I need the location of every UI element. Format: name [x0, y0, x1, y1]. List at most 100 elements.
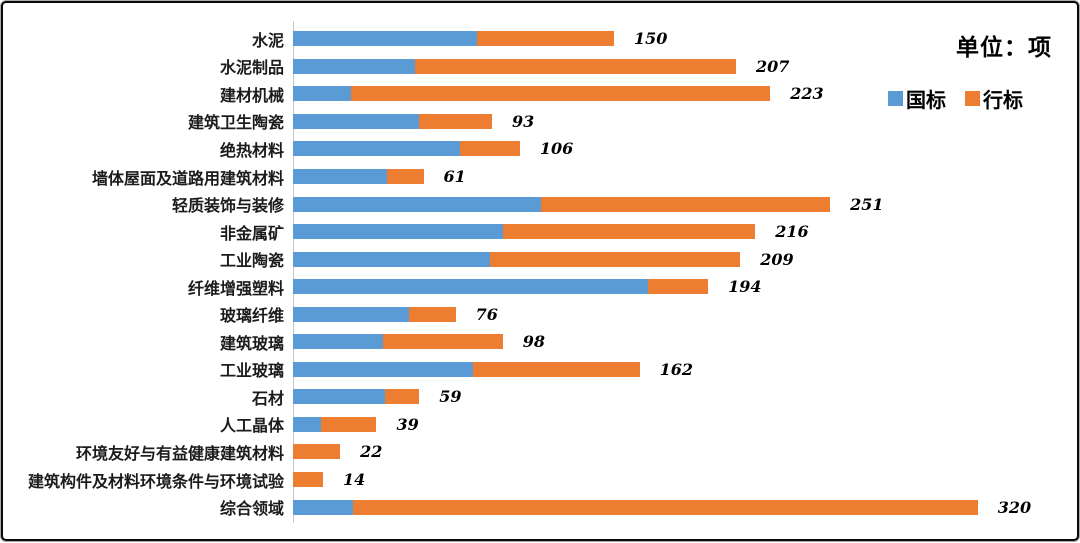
chart-row: 纤维增强塑料 194 — [3, 273, 1031, 301]
bar-segment-hangbiao — [350, 86, 771, 102]
bar-segment-hangbiao — [382, 334, 503, 350]
category-label: 石材 — [251, 390, 284, 408]
bar-segment-hangbiao — [385, 389, 420, 405]
bar-stack — [293, 444, 341, 460]
bar-stack — [293, 31, 614, 47]
unit-title: 单位：项 — [956, 34, 1052, 60]
legend-label-guobiao: 国标 — [906, 90, 946, 112]
total-value-label: 251 — [850, 194, 884, 214]
bar-segment-hangbiao — [477, 31, 614, 47]
category-label: 纤维增强塑料 — [187, 280, 284, 298]
category-label: 玻璃纤维 — [219, 308, 284, 326]
bar-stack — [293, 141, 520, 157]
total-value-label: 39 — [396, 414, 419, 434]
bar-stack — [293, 306, 456, 322]
chart-row: 工业陶瓷 209 — [3, 245, 1031, 273]
total-value-label: 216 — [775, 222, 809, 242]
bar-segment-hangbiao — [320, 416, 377, 432]
bar-stack — [293, 86, 771, 102]
legend-item-guobiao: 国标 — [888, 84, 946, 113]
legend-item-hangbiao: 行标 — [965, 84, 1023, 113]
bar-segment-hangbiao — [414, 58, 736, 74]
total-value-label: 320 — [997, 497, 1032, 517]
chart-row: 建筑构件及材料环境条件与环境试验 14 — [3, 466, 1031, 494]
bar-segment-hangbiao — [408, 306, 456, 322]
bar-segment-hangbiao — [293, 472, 323, 488]
total-value-label: 14 — [342, 470, 366, 490]
category-label: 建材机械 — [219, 87, 284, 105]
bar-segment-hangbiao — [472, 361, 640, 377]
chart-row: 水泥制品 207 — [3, 53, 1031, 81]
category-label: 工业陶瓷 — [219, 253, 284, 271]
total-value-label: 150 — [633, 29, 668, 49]
bar-segment-hangbiao — [541, 196, 831, 212]
category-label: 工业玻璃 — [219, 363, 284, 381]
total-value-label: 22 — [360, 442, 383, 462]
total-value-label: 59 — [439, 387, 462, 407]
bar-stack — [293, 279, 709, 295]
total-value-label: 194 — [728, 277, 762, 297]
total-value-label: 98 — [522, 332, 545, 352]
chart-row: 建筑卫生陶瓷 93 — [3, 108, 1031, 136]
category-label: 水泥 — [251, 32, 284, 50]
chart-row: 轻质装饰与装修 251 — [3, 190, 1031, 218]
category-label: 建筑构件及材料环境条件与环境试验 — [27, 473, 284, 491]
chart-row: 建材机械 223 — [3, 80, 1031, 108]
category-label: 水泥制品 — [219, 60, 284, 78]
bar-segment-guobiao — [293, 361, 473, 377]
category-label: 绝热材料 — [219, 142, 284, 160]
category-label: 综合领域 — [219, 501, 284, 519]
bar-segment-hangbiao — [648, 279, 709, 295]
chart-row: 建筑玻璃 98 — [3, 328, 1031, 356]
bar-stack — [293, 251, 741, 267]
total-value-label: 106 — [539, 139, 574, 159]
bar-stack — [293, 416, 377, 432]
total-value-label: 93 — [512, 111, 535, 131]
category-label: 人工晶体 — [219, 418, 284, 436]
chart-row: 水泥 150 — [3, 25, 1031, 53]
chart-row: 人工晶体 39 — [3, 411, 1031, 439]
bar-segment-guobiao — [293, 279, 649, 295]
bar-segment-guobiao — [293, 306, 409, 322]
category-label: 建筑卫生陶瓷 — [187, 115, 284, 133]
chart-row: 石材 59 — [3, 383, 1031, 411]
category-label: 轻质装饰与装修 — [171, 198, 284, 216]
legend: 国标 行标 — [888, 84, 1023, 113]
bar-segment-guobiao — [293, 251, 490, 267]
stacked-bar-chart: 水泥 150 水泥制品 207 建材机械 223 建筑卫生陶瓷 93 绝热材料 106 墙体屋面及道… — [3, 25, 1031, 521]
bar-segment-guobiao — [293, 86, 351, 102]
bar-stack — [293, 472, 323, 488]
chart-row: 非金属矿 216 — [3, 218, 1031, 246]
bar-stack — [293, 334, 503, 350]
bar-segment-hangbiao — [489, 251, 741, 267]
bar-segment-guobiao — [293, 416, 321, 432]
bar-stack — [293, 58, 736, 74]
bar-segment-guobiao — [293, 141, 460, 157]
bar-segment-hangbiao — [352, 499, 978, 515]
total-value-label: 61 — [443, 167, 466, 186]
guobiao-swatch-icon — [888, 91, 903, 106]
bar-stack — [293, 361, 640, 377]
total-value-label: 162 — [659, 359, 694, 379]
bar-segment-hangbiao — [293, 444, 341, 460]
chart-row: 墙体屋面及道路用建筑材料 61 — [3, 163, 1031, 191]
bar-stack — [293, 113, 492, 129]
bar-stack — [293, 389, 420, 405]
bar-segment-guobiao — [293, 196, 542, 212]
bar-segment-hangbiao — [387, 169, 424, 184]
bar-stack — [293, 169, 424, 184]
bar-segment-guobiao — [293, 389, 386, 405]
hangbiao-swatch-icon — [965, 91, 980, 106]
category-label: 墙体屋面及道路用建筑材料 — [91, 170, 284, 188]
bar-segment-guobiao — [293, 224, 503, 240]
chart-row: 玻璃纤维 76 — [3, 300, 1031, 328]
bar-segment-guobiao — [293, 113, 420, 129]
legend-label-hangbiao: 行标 — [983, 90, 1023, 112]
bar-segment-hangbiao — [419, 113, 492, 129]
category-label: 建筑玻璃 — [219, 335, 284, 353]
chart-row: 绝热材料 106 — [3, 135, 1031, 163]
y-axis-line — [293, 21, 294, 523]
category-label: 非金属矿 — [219, 225, 284, 243]
bar-stack — [293, 224, 756, 240]
